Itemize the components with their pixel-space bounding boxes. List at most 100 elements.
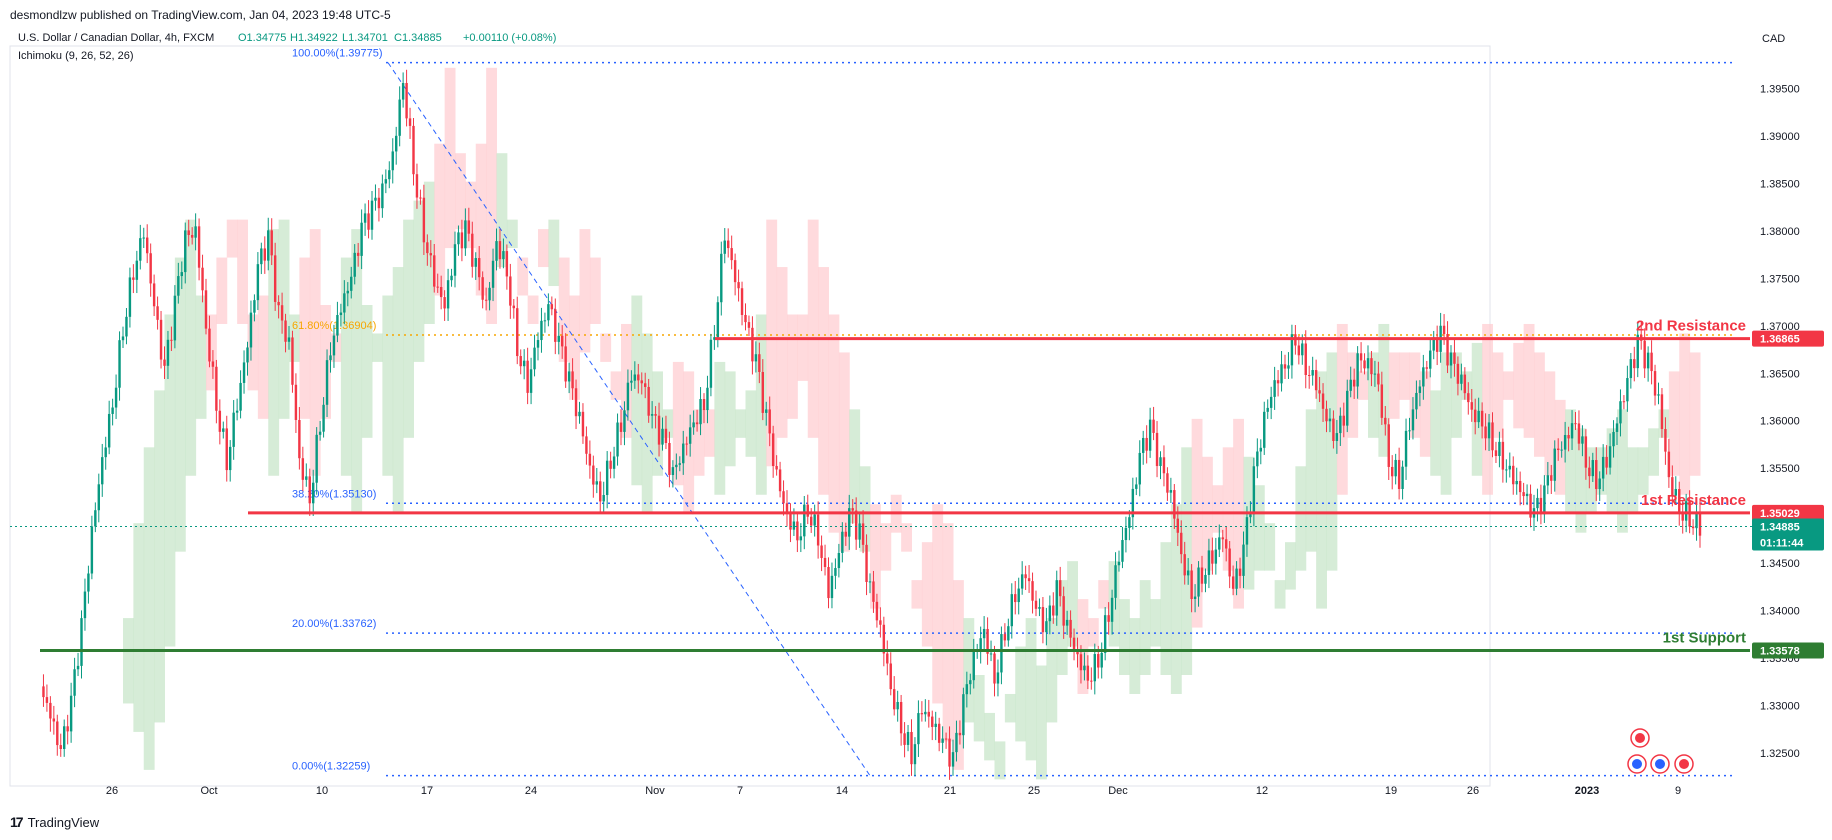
candle-body	[305, 476, 308, 480]
key-level-label: 2nd Resistance	[1636, 318, 1746, 335]
y-tick-label: 1.32500	[1760, 748, 1800, 760]
candle-body	[1263, 411, 1266, 448]
cloud-segment	[1222, 447, 1234, 571]
candle-body	[256, 264, 260, 301]
candle-body	[1446, 334, 1449, 366]
candle-body	[733, 260, 737, 283]
cloud-segment	[693, 409, 705, 476]
candle-body	[1000, 634, 1003, 673]
key-level-price-tag-text: 1.36865	[1760, 334, 1800, 346]
candle-body	[1159, 457, 1162, 467]
event-icons[interactable]	[1627, 728, 1694, 774]
candle-body	[128, 277, 132, 317]
candle-body	[273, 255, 277, 302]
candle-body	[419, 197, 422, 199]
candle-body	[747, 322, 751, 328]
cloud-segment	[1565, 409, 1576, 514]
candle-body	[1660, 394, 1664, 430]
candle-body	[1097, 654, 1100, 668]
candle-body	[1629, 359, 1633, 379]
current-price-tag-text: 1.34885	[1760, 522, 1800, 534]
cloud-segment	[1513, 342, 1525, 429]
candle-body	[1121, 540, 1124, 562]
cloud-segment	[1108, 561, 1120, 647]
candle-body	[263, 248, 267, 261]
candle-body	[1155, 432, 1159, 467]
candle-body	[166, 339, 170, 366]
candle-body	[1384, 417, 1387, 425]
canada-flag-icon-fill	[1679, 759, 1689, 769]
candle-body	[775, 465, 778, 470]
candle-body	[246, 347, 249, 363]
ohlc-change: +0.00110 (+0.08%)	[463, 32, 556, 44]
candle-body	[1404, 430, 1408, 467]
candle-body	[716, 302, 720, 338]
candle-body	[1373, 373, 1377, 375]
candle-body	[1691, 526, 1695, 529]
cloud-segment	[361, 305, 373, 438]
candle-body	[554, 309, 557, 342]
candlestick-chart[interactable]: 100.00%(1.39775)61.80%(1.36904)38.20%(1.…	[0, 24, 1832, 814]
candle-body	[467, 220, 471, 234]
cloud-segment	[1139, 580, 1151, 675]
candle-body	[1349, 379, 1352, 391]
candle-body	[567, 371, 571, 382]
candle-body	[1083, 665, 1086, 671]
publish-line: desmondlzw published on TradingView.com,…	[10, 8, 391, 22]
cloud-segment	[787, 314, 798, 419]
candle-body	[875, 601, 879, 621]
cloud-segment	[1440, 352, 1452, 495]
cloud-segment	[299, 257, 311, 419]
price-axis[interactable]	[1740, 24, 1832, 814]
cloud-segment	[1357, 371, 1369, 400]
candle-body	[322, 404, 325, 432]
candle-body	[1218, 537, 1221, 550]
candle-body	[796, 521, 799, 541]
candle-body	[471, 233, 474, 267]
candle-body	[339, 312, 343, 316]
candle-body	[1038, 607, 1041, 609]
candle-body	[540, 320, 543, 341]
cloud-segment	[1492, 352, 1504, 438]
candle-body	[1031, 581, 1034, 601]
candle-body	[1363, 360, 1366, 369]
cloud-segment	[1150, 599, 1161, 647]
candle-body	[1346, 390, 1349, 426]
candle-body	[505, 251, 509, 277]
candle-body	[356, 252, 360, 256]
candle-body	[851, 508, 854, 511]
cloud-segment	[1264, 523, 1276, 571]
candle-body	[848, 508, 851, 537]
candle-body	[104, 447, 107, 458]
cloud-segment	[932, 504, 944, 704]
candle-body	[740, 288, 744, 315]
y-tick-label: 1.35500	[1760, 463, 1800, 475]
candle-body	[1435, 337, 1439, 352]
candle-body	[886, 653, 889, 664]
candle-body	[633, 374, 637, 381]
candle-body	[374, 197, 377, 201]
candle-body	[1318, 390, 1321, 394]
candle-body	[222, 428, 225, 432]
candle-body	[1148, 419, 1152, 451]
indicator-label: Ichimoku (9, 26, 52, 26)	[18, 50, 134, 62]
candle-body	[1152, 419, 1155, 433]
candle-body	[498, 241, 502, 260]
candle-body	[1370, 358, 1373, 375]
candle-body	[512, 305, 516, 309]
cloud-segment	[1067, 561, 1078, 647]
candle-body	[1633, 359, 1636, 369]
cloud-segment	[1368, 352, 1379, 438]
us-flag-icon	[1650, 754, 1670, 774]
ohlc-low: L1.34701	[342, 32, 388, 44]
candle-body	[228, 446, 232, 471]
candle-body	[204, 290, 208, 329]
candle-body	[1636, 334, 1639, 369]
candle-body	[844, 531, 848, 537]
candle-body	[1390, 466, 1394, 477]
key-level-label: 1st Resistance	[1641, 492, 1746, 509]
candle-body	[1231, 576, 1235, 589]
candle-body	[706, 387, 709, 411]
x-tick-label: Dec	[1108, 785, 1128, 797]
candle-body	[526, 360, 529, 393]
